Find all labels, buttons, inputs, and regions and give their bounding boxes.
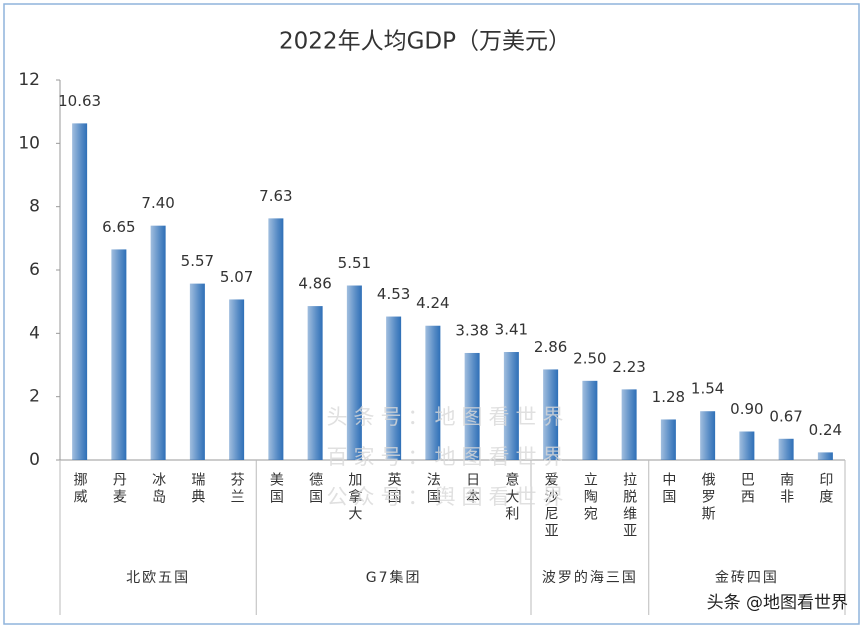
value-label: 5.57: [181, 252, 214, 270]
bar: [111, 249, 127, 460]
value-label: 1.28: [652, 388, 685, 406]
credit: 头条 @地图看世界: [707, 593, 848, 613]
x-tick-label: 南非: [778, 472, 794, 506]
x-tick-label: 瑞典: [189, 472, 205, 506]
bar: [660, 419, 676, 460]
value-label: 0.67: [769, 407, 802, 425]
x-tick-label: 巴西: [739, 472, 755, 506]
value-label: 4.53: [377, 285, 410, 303]
bar: [582, 380, 598, 460]
bar: [425, 325, 441, 460]
y-tick-label: 2: [29, 387, 40, 407]
x-tick-label: 日本: [464, 472, 480, 506]
value-label: 6.65: [102, 218, 135, 236]
bar: [189, 283, 205, 460]
bar: [700, 411, 716, 460]
x-tick-label: 丹麦: [111, 472, 127, 506]
bar: [386, 316, 402, 460]
value-label: 4.86: [298, 275, 331, 293]
watermark: 公众号：舆图看世界: [327, 485, 570, 509]
value-label: 7.63: [259, 187, 292, 205]
bar: [778, 438, 794, 460]
y-tick-label: 8: [29, 197, 40, 217]
x-tick-label: 英国: [386, 471, 402, 506]
bar: [346, 285, 362, 460]
chart-border: [3, 3, 860, 625]
x-tick-label: 意大利: [503, 471, 519, 523]
group-label: 金砖四国: [715, 570, 779, 586]
bar: [817, 452, 833, 460]
value-label: 3.41: [495, 321, 528, 339]
bar: [229, 299, 245, 460]
y-tick-label: 0: [29, 450, 40, 470]
bar: [268, 218, 284, 460]
x-tick-label: 挪威: [72, 472, 88, 506]
value-label: 1.54: [691, 380, 724, 398]
watermark: 头条号：地图看世界: [327, 405, 570, 429]
bar: [621, 389, 637, 460]
bar: [150, 225, 166, 460]
x-tick-label: 德国: [307, 472, 323, 506]
bar: [543, 369, 559, 460]
value-label: 3.38: [455, 321, 488, 339]
group-label: 北欧五国: [126, 570, 190, 586]
bar: [739, 431, 755, 460]
x-tick-label: 印度: [817, 472, 833, 506]
group-label: 波罗的海三国: [542, 570, 638, 586]
bar: [72, 123, 88, 460]
x-tick-label: 俄罗斯: [700, 472, 716, 523]
value-label: 2.23: [612, 358, 645, 376]
value-label: 5.51: [338, 254, 371, 272]
y-tick-label: 10: [18, 133, 40, 153]
x-tick-label: 立陶宛: [582, 472, 598, 523]
bar: [307, 306, 323, 460]
bar: [464, 352, 480, 460]
bar: [503, 352, 519, 460]
value-label: 10.63: [58, 92, 101, 110]
value-label: 0.90: [730, 400, 763, 418]
value-label: 4.24: [416, 294, 449, 312]
x-tick-label: 美国: [268, 472, 284, 506]
x-tick-label: 爱沙尼亚: [543, 472, 559, 540]
value-label: 5.07: [220, 268, 253, 286]
value-label: 7.40: [141, 194, 174, 212]
x-tick-label: 法国: [425, 472, 441, 506]
x-tick-label: 加拿大: [346, 472, 362, 523]
x-tick-label: 芬兰: [229, 472, 245, 506]
y-tick-label: 4: [29, 323, 40, 343]
x-tick-label: 拉脱维亚: [621, 472, 637, 540]
value-label: 2.86: [534, 338, 567, 356]
value-label: 2.50: [573, 349, 606, 367]
value-label: 0.24: [809, 421, 842, 439]
chart-title: 2022年人均GDP（万美元）: [279, 29, 571, 55]
y-tick-label: 6: [29, 260, 40, 280]
group-label: G7集团: [366, 569, 422, 586]
y-tick-label: 12: [18, 70, 40, 90]
watermark: 百家号：地图看世界: [327, 445, 570, 469]
x-tick-label: 中国: [660, 472, 676, 506]
x-tick-label: 冰岛: [150, 472, 166, 506]
